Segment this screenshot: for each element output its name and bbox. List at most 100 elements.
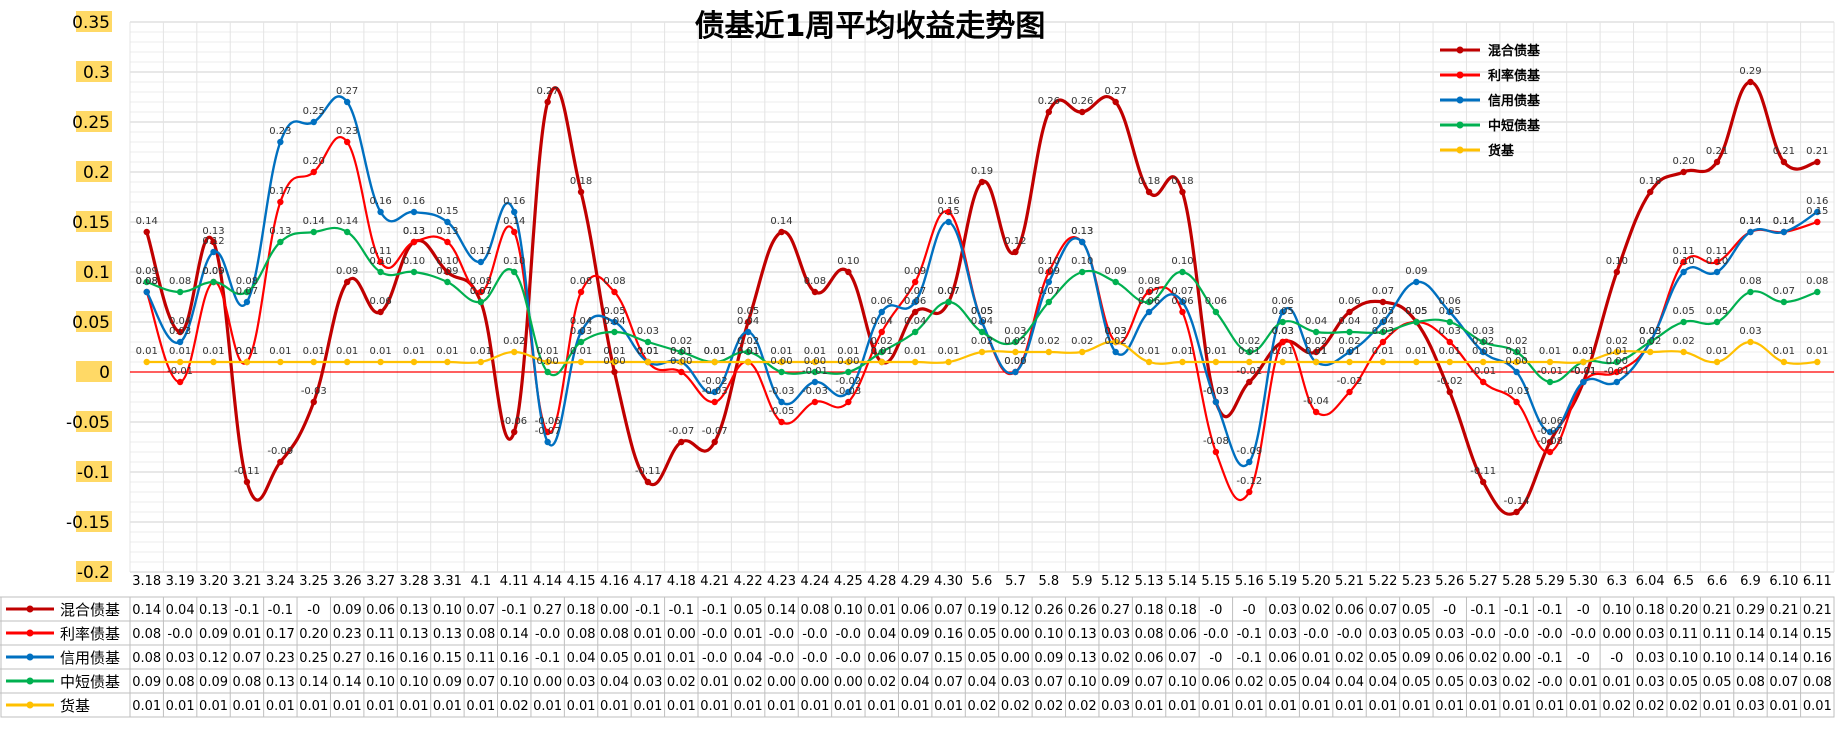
- legend-label: 货基: [1488, 143, 1515, 159]
- table-cell: 0.09: [1034, 651, 1063, 666]
- table-cell: 0.16: [1803, 651, 1832, 666]
- y-tick: 0.1: [76, 261, 112, 283]
- data-point: [1814, 288, 1821, 296]
- legend-swatch-marker: [1456, 121, 1464, 129]
- table-cell: 0.11: [366, 627, 395, 642]
- y-tick-label: -0.05: [66, 413, 110, 433]
- data-label: 0.09: [336, 266, 358, 277]
- data-label: 0.10: [1706, 256, 1728, 267]
- data-point: [1680, 318, 1687, 326]
- table-cell: 0.01: [1703, 699, 1732, 714]
- data-table: 3.18 3.19 3.20 3.21 3.24 3.25 3.26 3.27 3.28 3.31…: [0, 574, 1835, 718]
- table-cell: 0.05: [600, 651, 629, 666]
- data-point: [1179, 268, 1186, 276]
- table-cell: 0.00: [1001, 627, 1030, 642]
- table-cell: 0.03: [1636, 651, 1665, 666]
- data-label: 0.03: [1272, 326, 1294, 337]
- data-label: 0.15: [1806, 206, 1828, 217]
- data-point: [1546, 358, 1554, 366]
- data-label: 0.10: [837, 256, 859, 267]
- category-label: 6.5: [1673, 574, 1694, 589]
- data-point: [1513, 358, 1520, 366]
- table-cell: -0.1: [1537, 603, 1562, 618]
- data-point: [210, 358, 217, 366]
- table-cell: 0.00: [533, 675, 562, 690]
- data-point: [577, 328, 585, 336]
- data-point: [1446, 318, 1453, 326]
- data-label: 0.01: [1171, 346, 1193, 357]
- data-point: [511, 348, 518, 356]
- data-label: 0.01: [637, 346, 659, 357]
- data-point: [1312, 328, 1320, 336]
- data-label: -0.01: [1570, 366, 1596, 377]
- data-point: [811, 368, 819, 376]
- data-label: 0.16: [1806, 196, 1828, 207]
- data-label: 0.02: [1038, 336, 1060, 347]
- data-point: [1413, 358, 1420, 366]
- data-label: 0.01: [770, 346, 792, 357]
- data-label: 0.27: [537, 86, 559, 97]
- data-label: 0.23: [336, 126, 358, 137]
- table-cell: 0.04: [1302, 675, 1331, 690]
- data-label: 0.01: [1539, 346, 1561, 357]
- data-point: [410, 238, 418, 246]
- data-label: 0.01: [704, 346, 726, 357]
- category-label: 4.25: [834, 574, 863, 589]
- data-label: 0.05: [1272, 306, 1294, 317]
- data-point: [1747, 228, 1754, 236]
- data-point: [1580, 378, 1587, 386]
- data-point: [1613, 348, 1621, 356]
- y-tick-bg: [76, 561, 112, 582]
- table-cell: 0.23: [266, 651, 295, 666]
- data-point: [1079, 268, 1086, 276]
- data-point: [811, 288, 819, 296]
- data-label: 0.10: [369, 256, 391, 267]
- table-cell: 0.14: [1769, 651, 1798, 666]
- data-point: [1680, 258, 1687, 266]
- table-cell: 0.01: [366, 699, 395, 714]
- data-point: [377, 358, 384, 366]
- table-cell: -0: [1209, 603, 1222, 618]
- data-label: -0.05: [769, 406, 795, 417]
- data-label: 0.04: [1372, 316, 1394, 327]
- table-cell: 0.02: [667, 675, 696, 690]
- data-label: 0.02: [1004, 336, 1026, 347]
- data-point: [1513, 348, 1520, 356]
- table-cell: 0.01: [400, 699, 429, 714]
- category-label: 4.21: [700, 574, 729, 589]
- data-point: [611, 328, 618, 336]
- data-point: [1814, 158, 1821, 166]
- table-cell: 0.01: [232, 699, 261, 714]
- data-point: [1479, 348, 1487, 356]
- table-cell: -0: [1443, 603, 1456, 618]
- data-label: -0.12: [1236, 476, 1262, 487]
- table-cell: 0.04: [901, 675, 930, 690]
- category-label: 6.04: [1636, 574, 1665, 589]
- category-label: 4.18: [667, 574, 696, 589]
- data-label: 0.01: [1405, 346, 1427, 357]
- data-label: 0.06: [1338, 296, 1360, 307]
- table-cell: 0.00: [800, 675, 829, 690]
- table-cell: 0.01: [734, 699, 763, 714]
- data-point: [1179, 188, 1186, 196]
- table-cell: 0.09: [333, 603, 362, 618]
- data-label: 0.01: [804, 346, 826, 357]
- data-point: [1112, 98, 1119, 106]
- data-point: [544, 438, 551, 446]
- data-point: [744, 318, 752, 326]
- table-cell: 0.03: [1368, 627, 1397, 642]
- data-label: 0.08: [236, 276, 258, 287]
- legend-swatch-marker: [1456, 71, 1464, 79]
- data-label: 0.08: [136, 276, 158, 287]
- table-cell: 0.11: [466, 651, 495, 666]
- data-label: 0.04: [871, 316, 893, 327]
- table-cell: 0.08: [132, 627, 161, 642]
- category-label: 5.30: [1569, 574, 1598, 589]
- table-cell: 0.05: [1402, 627, 1431, 642]
- data-label: 0.01: [1272, 346, 1294, 357]
- data-point: [1279, 308, 1286, 316]
- data-label: 0.18: [570, 176, 592, 187]
- data-label: 0.00: [837, 356, 859, 367]
- y-axis-ticks: 0.35 0.3 0.25 0.2 0.15 0.1 0.05 0 -0.05 -0.1 -0.15…: [66, 11, 112, 583]
